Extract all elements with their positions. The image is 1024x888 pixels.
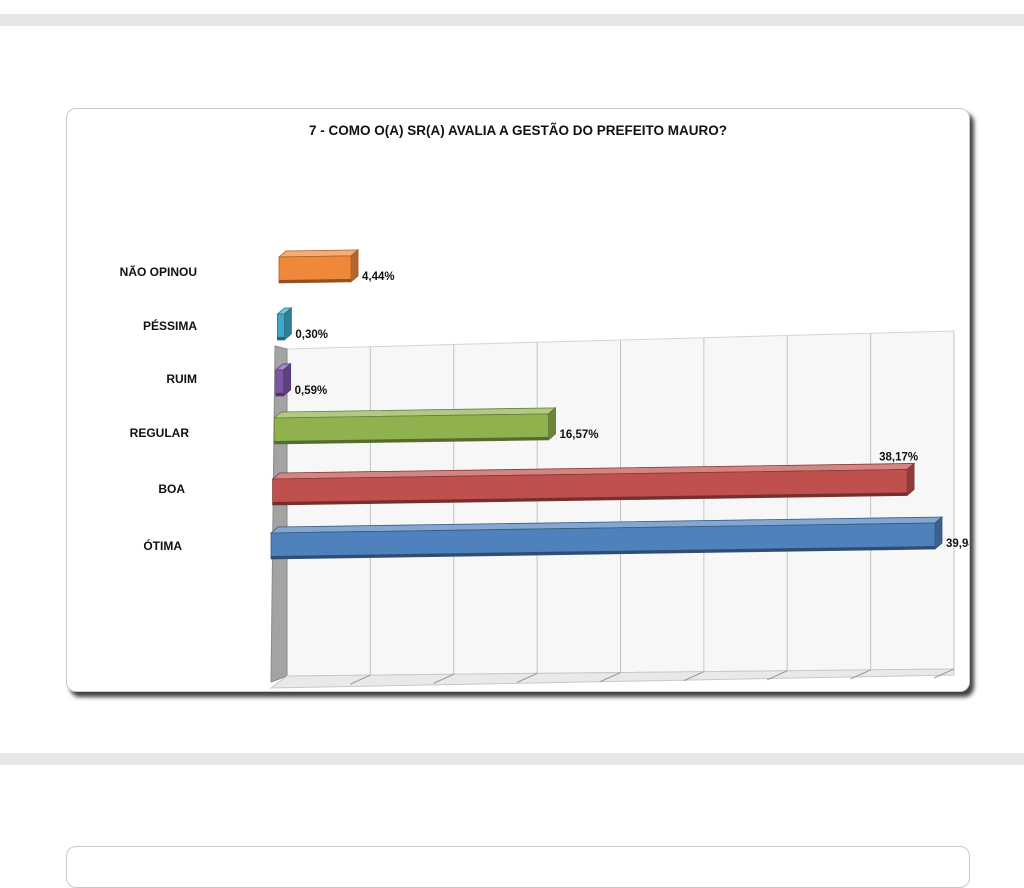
axis-tick <box>767 670 788 681</box>
category-label: ÓTIMA <box>143 538 182 553</box>
bar-end-2 <box>283 362 292 397</box>
bar-0 <box>278 255 352 284</box>
category-label: RUIM <box>166 372 197 386</box>
bar-shadow-1 <box>277 336 285 340</box>
axis-tick <box>516 672 538 683</box>
value-label: 4,44% <box>362 271 395 283</box>
value-label: 39,94% <box>946 538 969 550</box>
value-label: 0,30% <box>295 329 328 341</box>
chart-grid <box>269 330 955 689</box>
value-label: 16,57% <box>560 429 599 441</box>
bar-chart: NÃO OPINOU 4,44% PÉSSIMA 0,30% RUIM 0,59% REGU… <box>120 249 969 689</box>
axis-tick <box>683 671 705 682</box>
bar-shadow-4 <box>272 492 908 505</box>
category-label: BOA <box>158 482 185 496</box>
category-label: NÃO OPINOU <box>120 264 197 279</box>
axis-tick <box>850 669 871 680</box>
chart-floor <box>269 668 955 689</box>
category-label: REGULAR <box>130 426 190 440</box>
bar-end-5 <box>934 516 943 550</box>
axis-tick <box>433 673 454 684</box>
bar-shadow-0 <box>279 278 352 283</box>
bar-2 <box>275 369 285 397</box>
page-divider-top <box>0 14 1024 26</box>
chart-title: 7 - COMO O(A) SR(A) AVALIA A GESTÃO DO P… <box>309 123 727 138</box>
bar-end-0 <box>350 249 359 283</box>
bar-1 <box>276 313 285 341</box>
value-label: 0,59% <box>295 385 328 397</box>
chart-bars <box>269 249 944 560</box>
value-label: 38,17% <box>879 451 918 463</box>
bar-end-4 <box>906 462 915 497</box>
category-label: PÉSSIMA <box>143 318 197 333</box>
axis-tick <box>600 672 621 682</box>
page-divider-middle <box>0 753 1024 765</box>
chart-side-wall <box>270 345 288 683</box>
bar-end-3 <box>548 406 556 441</box>
chart-labels: NÃO OPINOU 4,44% PÉSSIMA 0,30% RUIM 0,59% REGU… <box>120 264 969 553</box>
bar-shadow-3 <box>274 436 549 444</box>
next-chart-card <box>66 846 970 888</box>
bar-shadow-5 <box>271 546 935 559</box>
bar-shadow-2 <box>275 392 284 396</box>
bar-end-1 <box>283 307 292 341</box>
chart-card: 7 - COMO O(A) SR(A) AVALIA A GESTÃO DO P… <box>66 108 970 692</box>
axis-tick <box>933 668 955 679</box>
axis-tick <box>350 674 371 685</box>
